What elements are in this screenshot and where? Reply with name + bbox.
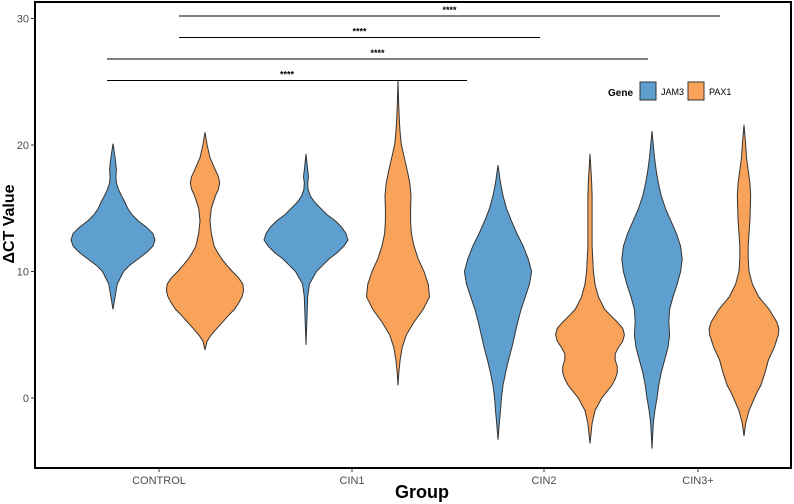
violin-jam3-cin1 [263,153,349,345]
violin-pax1-control [165,132,245,351]
significance-label: **** [370,48,385,58]
y-axis: 0 10 20 30 [17,14,35,405]
significance-label: **** [280,69,295,79]
significance-label: **** [442,5,457,15]
legend-swatch-jam3 [639,81,657,101]
x-tick-label: CIN3+ [682,475,714,487]
legend: Gene JAM3 PAX1 [608,81,731,101]
legend-swatch-pax1 [687,81,705,101]
y-tick-label: 10 [17,267,29,279]
x-axis-title: Group [395,482,449,502]
legend-label-jam3: JAM3 [661,87,684,97]
significance-label: **** [352,26,367,36]
legend-label-pax1: PAX1 [709,87,731,97]
violin-jam3-cin3plus [621,131,683,449]
x-tick-label: CIN1 [339,475,364,487]
x-axis: CONTROL CIN1 CIN2 CIN3+ [132,468,714,487]
x-tick-label: CONTROL [132,475,186,487]
violin-jam3-control [70,143,156,310]
y-tick-label: 0 [23,393,29,405]
violin-pax1-cin3plus [708,124,780,436]
legend-title: Gene [608,88,633,99]
violin-pax1-cin2 [555,153,625,444]
significance-layer: **** **** **** **** [107,5,720,81]
y-axis-title: ΔCT Value [1,184,18,263]
y-tick-label: 30 [17,14,29,26]
x-tick-label: CIN2 [531,475,556,487]
y-tick-label: 20 [17,140,29,152]
violin-jam3-cin2 [463,165,533,440]
